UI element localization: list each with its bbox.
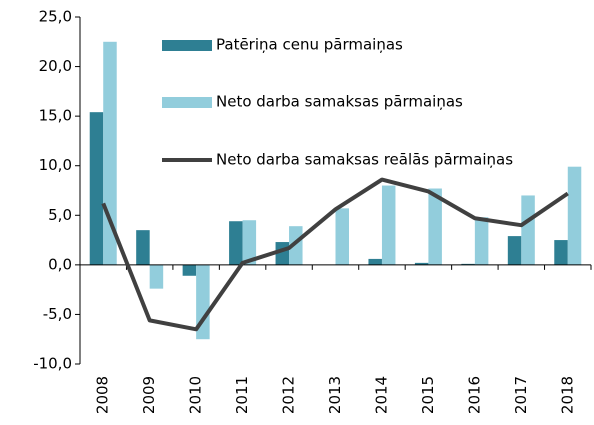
legend-swatch (162, 97, 212, 108)
bar (414, 262, 429, 265)
x-tick-label: 2012 (280, 376, 298, 414)
y-tick-label: 15,0 (39, 107, 72, 125)
x-tick-label: 2013 (326, 376, 344, 414)
bar (521, 195, 535, 265)
bar (335, 208, 349, 265)
bar (554, 240, 568, 265)
y-tick-label: 5,0 (48, 206, 72, 224)
bar (149, 264, 164, 289)
bar (289, 226, 303, 265)
bar (136, 230, 150, 265)
x-tick-label: 2017 (512, 376, 530, 414)
bar (507, 236, 522, 265)
bar (182, 264, 197, 276)
bar (196, 264, 210, 340)
bar (474, 217, 489, 265)
x-tick-label: 2011 (233, 376, 251, 414)
y-tick-label: -5,0 (43, 305, 72, 323)
x-tick-label: 2018 (558, 376, 576, 414)
x-tick-label: 2010 (187, 376, 205, 414)
bar (567, 166, 582, 265)
bar (242, 220, 257, 265)
y-tick-label: -10,0 (33, 355, 72, 373)
bar (368, 258, 382, 265)
line (101, 177, 569, 332)
bar (428, 188, 442, 265)
legend-label: Neto darba samaksas reālās pārmaiņas (216, 151, 513, 169)
y-tick-label: 10,0 (39, 156, 72, 174)
y-tick-label: 20,0 (39, 57, 72, 75)
x-tick-label: 2015 (419, 376, 437, 414)
x-tick-label: 2008 (94, 376, 112, 414)
bar (381, 185, 396, 265)
y-tick-label: 25,0 (39, 8, 72, 26)
legend-swatch (162, 40, 212, 51)
y-tick-label: 0,0 (48, 255, 72, 273)
bar (89, 112, 104, 265)
x-tick-label: 2009 (140, 376, 158, 414)
legend-label: Neto darba samaksas pārmaiņas (216, 93, 463, 111)
x-tick-label: 2016 (465, 376, 483, 414)
bar (229, 221, 243, 265)
legend-label: Patēriņa cenu pārmaiņas (216, 36, 403, 54)
x-tick-label: 2014 (372, 376, 390, 414)
